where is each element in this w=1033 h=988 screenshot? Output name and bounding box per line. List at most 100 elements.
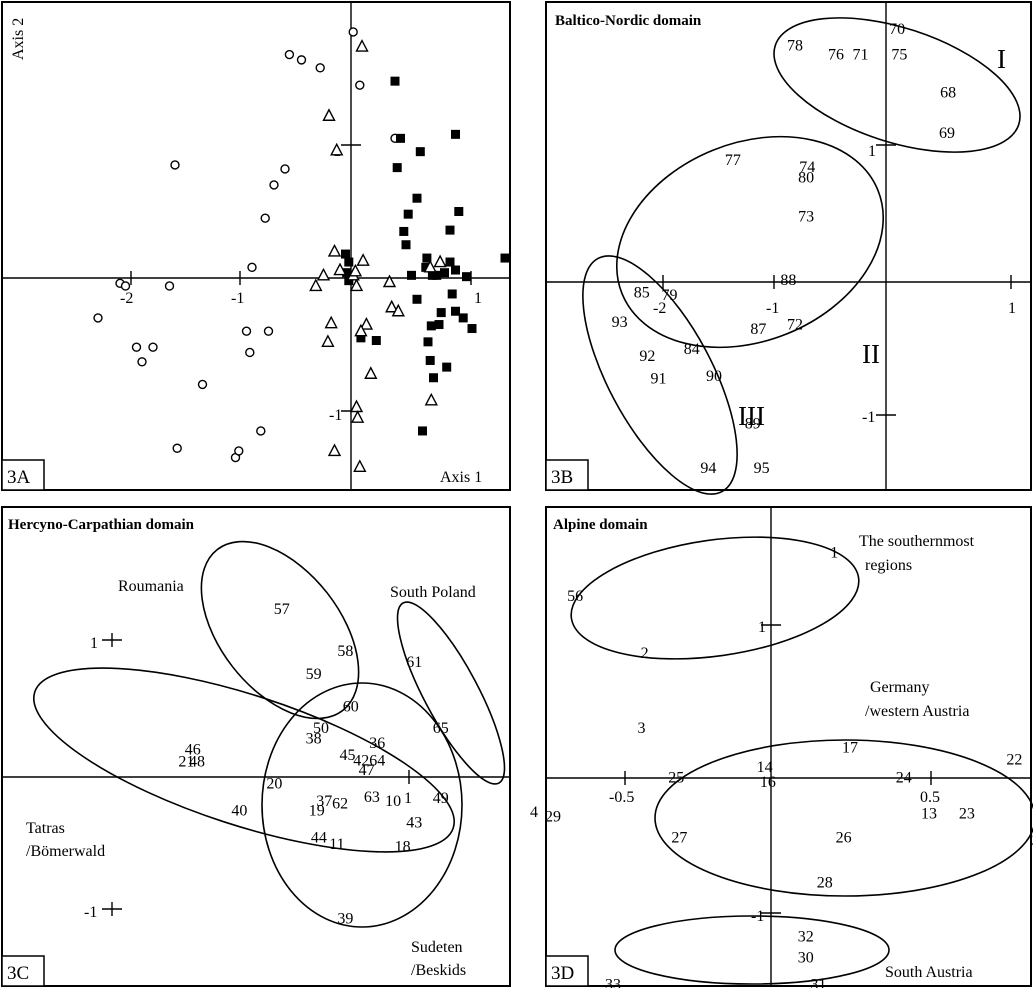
scatter-point-filled-square (396, 133, 405, 143)
scatter-point-open-triangle (324, 315, 338, 329)
panel-3c-ticks (102, 633, 122, 916)
panel-3d-marks: 1562317221425241642913232726352832303331 (530, 545, 1033, 988)
scatter-point-filled-square (447, 289, 457, 299)
scatter-point-open-triangle (356, 253, 370, 266)
scatter-point-open-circle (355, 80, 365, 90)
scatter-point-filled-square (432, 270, 442, 280)
panel-3c-sudeten-ellipse (261, 682, 463, 928)
point-label-24: 24 (896, 770, 912, 787)
point-label-13: 13 (921, 806, 937, 823)
panel-3b-group-iii-label: III (738, 401, 765, 431)
panel-3b: -2 -1 1 1 -1 Baltico-Nordic domain I II … (545, 1, 1032, 495)
scatter-point-open-triangle (349, 399, 364, 413)
point-label-36: 36 (369, 735, 385, 752)
point-label-77: 77 (725, 152, 741, 169)
scatter-point-open-triangle (327, 243, 342, 257)
panel-3a-x-axis-label: Axis 1 (440, 469, 482, 486)
scatter-point-filled-square (341, 249, 350, 259)
point-label-75: 75 (891, 47, 907, 64)
panel-3b-xtick-1: 1 (1008, 300, 1016, 317)
panel-3d-southernmost-ellipse (570, 536, 860, 660)
scatter-point-filled-square (440, 268, 449, 278)
point-label-10: 10 (385, 793, 401, 810)
panel-3c-roumania-label: Roumania (118, 578, 184, 595)
point-label-93: 93 (612, 314, 628, 331)
scatter-point-open-circle (120, 281, 131, 291)
panel-3d-south-austria-label: South Austria (885, 964, 973, 981)
point-label-38: 38 (306, 731, 322, 748)
panel-3c-roumania-ellipse (200, 540, 360, 720)
panel-3b-group-ii-ellipse (615, 135, 885, 349)
scatter-point-open-triangle (359, 317, 374, 330)
panel-3b-id-box (545, 459, 589, 491)
panel-3b-group-iii-ellipse (582, 255, 738, 495)
point-label-70: 70 (889, 21, 905, 38)
point-label-73: 73 (798, 209, 814, 226)
point-label-4: 4 (530, 804, 538, 821)
scatter-point-open-triangle (333, 262, 347, 276)
scatter-point-filled-square (445, 257, 455, 267)
point-label-65: 65 (433, 720, 449, 737)
scatter-point-open-circle (315, 63, 325, 73)
point-label-27: 27 (671, 830, 687, 847)
panel-3b-group-ii-label: II (862, 339, 880, 369)
scatter-point-open-circle (348, 27, 358, 37)
point-label-60: 60 (343, 698, 359, 715)
scatter-point-open-circle (164, 281, 175, 291)
scatter-point-filled-square (423, 337, 433, 347)
point-label-33: 33 (605, 977, 621, 988)
panel-3c-id: 3C (7, 963, 29, 984)
scatter-point-filled-square (412, 193, 422, 203)
point-label-40: 40 (231, 802, 247, 819)
panel-3b-frame (545, 1, 1032, 491)
point-label-89: 89 (745, 415, 761, 432)
panel-3d-xtick-minus05: -0.5 (609, 789, 634, 806)
point-label-14: 14 (757, 759, 773, 776)
panel-3c-sudeten-label-2: /Beskids (411, 962, 466, 979)
panel-3b-id: 3B (551, 467, 573, 488)
point-label-29: 29 (545, 809, 561, 826)
point-label-63: 63 (364, 789, 380, 806)
point-label-61: 61 (406, 654, 422, 671)
point-label-3: 3 (637, 720, 645, 737)
panel-3a-frame (1, 1, 511, 491)
point-label-17: 17 (842, 740, 858, 757)
point-label-71: 71 (852, 47, 868, 64)
scatter-point-open-circle (263, 326, 274, 336)
point-label-28: 28 (817, 875, 833, 892)
scatter-point-filled-square (445, 225, 455, 235)
panel-3d-south-austria-ellipse (614, 915, 890, 985)
point-label-32: 32 (798, 929, 814, 946)
scatter-point-filled-square (451, 265, 460, 275)
panel-3a: -2 -1 1 1 -1 Axis 2 Axis 1 3A (1, 1, 511, 491)
point-label-26: 26 (836, 830, 852, 847)
scatter-point-open-circle (93, 313, 103, 323)
scatter-point-filled-square (429, 373, 438, 383)
point-label-95: 95 (754, 460, 770, 477)
point-label-11: 11 (329, 836, 344, 853)
point-label-23: 23 (959, 806, 975, 823)
scatter-point-filled-square (403, 209, 413, 219)
point-label-85: 85 (634, 284, 650, 301)
panel-3c-south-poland-ellipse (396, 601, 506, 785)
point-label-59: 59 (306, 666, 322, 683)
point-label-91: 91 (650, 371, 666, 388)
point-label-2: 2 (641, 645, 649, 662)
scatter-point-open-circle (170, 160, 180, 170)
point-label-20: 20 (266, 775, 282, 792)
panel-3b-title: Baltico-Nordic domain (555, 13, 702, 29)
panel-3d-southernmost-label-2: regions (865, 557, 912, 574)
point-label-48: 48 (189, 754, 205, 771)
scatter-point-open-triangle (348, 263, 363, 277)
point-label-58: 58 (337, 643, 353, 660)
scatter-point-open-triangle (385, 299, 399, 313)
panel-3c-tatras-ellipse (33, 667, 455, 853)
scatter-point-open-circle (148, 342, 158, 352)
panel-3b-group-i-label: I (997, 44, 1006, 74)
scatter-point-filled-square (399, 226, 409, 236)
scatter-point-open-circle (256, 426, 266, 436)
scatter-point-filled-square (407, 270, 416, 280)
point-label-76: 76 (828, 47, 844, 64)
